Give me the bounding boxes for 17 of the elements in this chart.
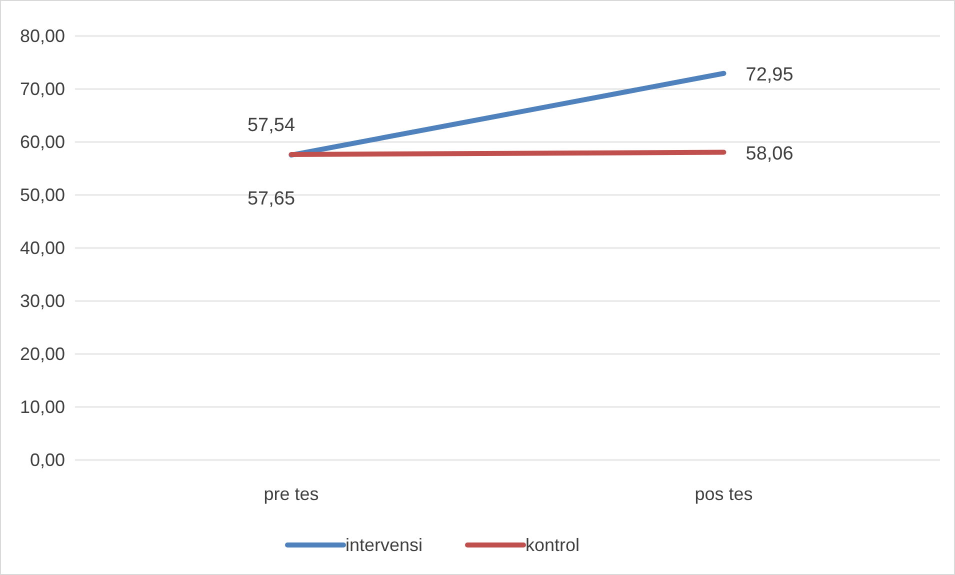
data-label: 57,54 [247, 115, 296, 136]
y-tick-label: 70,00 [20, 79, 65, 99]
y-tick-label: 40,00 [20, 238, 65, 258]
data-label: 72,95 [746, 64, 794, 86]
legend-label: kontrol [526, 535, 580, 555]
y-tick-label: 60,00 [20, 132, 65, 152]
x-tick-label: pos tes [694, 484, 753, 504]
y-tick-label: 50,00 [20, 185, 65, 205]
y-tick-label: 80,00 [20, 26, 65, 46]
y-tick-label: 30,00 [20, 291, 65, 311]
data-label: 58,06 [746, 143, 794, 164]
data-label: 57,65 [247, 188, 296, 210]
legend-label: intervensi [346, 535, 423, 555]
y-tick-label: 10,00 [20, 397, 65, 417]
y-tick-label: 20,00 [20, 344, 65, 364]
x-tick-label: pre tes [264, 484, 319, 504]
y-tick-label: 0,00 [30, 450, 65, 470]
